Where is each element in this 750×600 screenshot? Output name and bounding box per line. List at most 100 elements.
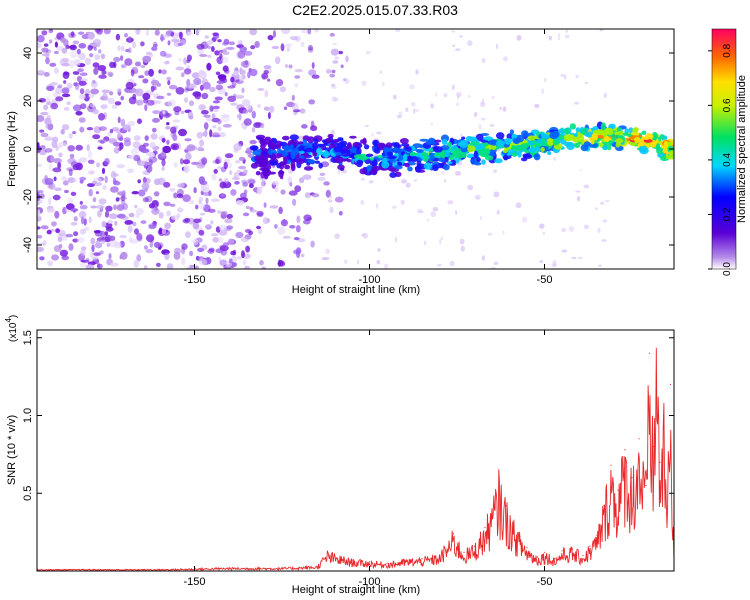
noise-blob [212, 132, 220, 136]
ridge-blob [470, 141, 480, 146]
noise-speck [460, 245, 466, 252]
noise-speck [379, 70, 382, 74]
noise-speck [599, 201, 605, 205]
noise-blob [98, 113, 105, 121]
noise-blob [99, 230, 106, 239]
noise-speck [419, 210, 424, 213]
noise-speck [375, 203, 379, 209]
noise-blob [59, 58, 69, 66]
spectrogram-panel: -150 -100 -50 -40 -20 0 20 40 Height of straig… [6, 28, 675, 296]
noise-blob [67, 197, 74, 205]
noise-blob [110, 186, 119, 193]
noise-blob [203, 122, 209, 130]
noise-speck [473, 112, 478, 118]
ridge-blob [307, 159, 316, 164]
ridge-blob [260, 143, 266, 149]
ridge-blob [385, 142, 393, 148]
noise-speck [362, 232, 369, 239]
noise-blob [340, 64, 344, 69]
ridge-blob [430, 138, 437, 145]
noise-blob [70, 161, 79, 168]
noise-speck [479, 216, 483, 220]
noise-blob [117, 131, 121, 138]
noise-blob [51, 254, 59, 261]
noise-blob [302, 174, 312, 180]
colorbar-tick-label: 0.4 [722, 153, 733, 167]
noise-blob [303, 219, 311, 225]
noise-blob [197, 48, 204, 55]
noise-blob [206, 62, 212, 71]
noise-speck [377, 248, 381, 252]
noise-blob [39, 129, 45, 133]
noise-blob [223, 161, 228, 170]
noise-blob [103, 29, 111, 35]
noise-blob [158, 69, 162, 74]
noise-blob [96, 29, 103, 35]
noise-blob [60, 37, 66, 43]
noise-blob [39, 193, 45, 200]
ridge-blob [611, 136, 617, 141]
ridge-blob [607, 127, 614, 136]
noise-blob [98, 198, 107, 205]
noise-blob [124, 220, 134, 225]
noise-speck [603, 92, 608, 98]
noise-blob [88, 170, 95, 175]
figure-title: C2E2.2025.015.07.33.R03 [292, 2, 458, 18]
noise-blob [199, 180, 208, 185]
noise-blob [167, 40, 171, 46]
noise-speck [467, 40, 473, 46]
noise-blob [152, 41, 158, 50]
noise-blob [257, 227, 263, 235]
noise-speck [571, 256, 577, 260]
noise-blob [249, 139, 257, 145]
noise-blob [43, 104, 49, 111]
ridge-blob [600, 122, 607, 131]
noise-blob [235, 50, 244, 59]
noise-blob [292, 37, 299, 41]
noise-speck [449, 260, 455, 267]
noise-blob [216, 119, 222, 125]
noise-blob [227, 85, 236, 89]
ridge-blob [641, 130, 647, 135]
noise-blob [140, 64, 146, 69]
snr-point [484, 526, 486, 529]
ridge-blob [283, 144, 290, 152]
noise-blob [68, 243, 74, 251]
ridge-blob [386, 151, 394, 157]
noise-blob [237, 40, 243, 45]
ridge-blob [283, 156, 290, 160]
colorbar-axis: 0.0 0.2 0.4 0.6 0.8 [708, 43, 733, 276]
spectrogram-marks [37, 29, 674, 269]
noise-blob [127, 225, 133, 233]
noise-blob [114, 241, 122, 249]
noise-blob [280, 189, 286, 195]
noise-blob [284, 64, 289, 68]
y-tick-label: 40 [22, 47, 34, 59]
noise-blob [307, 29, 312, 35]
noise-blob [73, 231, 79, 237]
snr-point [543, 551, 546, 553]
noise-blob [234, 180, 240, 185]
noise-blob [87, 44, 93, 51]
noise-blob [120, 46, 125, 52]
noise-blob [53, 50, 59, 55]
noise-blob [140, 220, 147, 224]
noise-blob [287, 176, 293, 185]
noise-blob [79, 201, 83, 205]
noise-blob [286, 47, 290, 52]
noise-blob [79, 204, 88, 210]
noise-blob [226, 225, 234, 230]
noise-blob [95, 191, 99, 195]
noise-blob [37, 35, 45, 43]
snr-point [452, 533, 455, 535]
noise-blob [256, 210, 264, 217]
noise-blob [294, 185, 302, 193]
noise-blob [343, 78, 347, 82]
noise-blob [112, 141, 122, 147]
noise-blob [117, 116, 121, 124]
ridge-blob [335, 151, 342, 155]
noise-blob [311, 74, 320, 79]
noise-blob [192, 238, 199, 246]
snr-point [571, 548, 574, 550]
spectrogram-x-axis: -150 -100 -50 [183, 29, 552, 286]
